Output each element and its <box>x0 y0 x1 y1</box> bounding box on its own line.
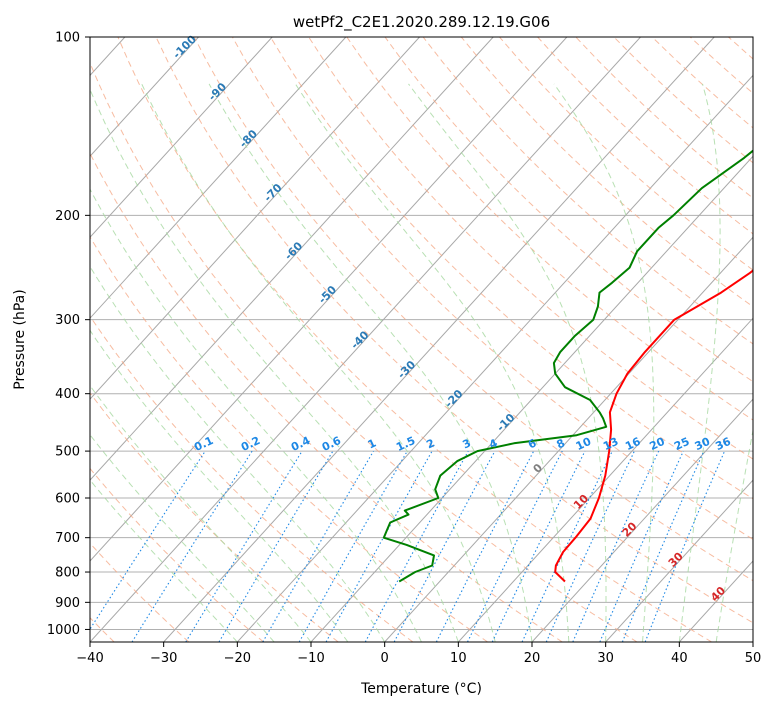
x-tick-label: 20 <box>524 651 541 666</box>
x-axis-label: Temperature (°C) <box>360 681 482 697</box>
y-tick-label: 800 <box>55 566 80 581</box>
y-tick-label: 600 <box>55 492 80 507</box>
x-tick-label: 40 <box>671 651 688 666</box>
y-tick-label: 500 <box>55 445 80 460</box>
y-tick-label: 300 <box>55 313 80 328</box>
y-tick-label: 200 <box>55 209 80 224</box>
x-tick-label: −10 <box>297 651 324 666</box>
chart-title: wetPf2_C2E1.2020.289.12.19.G06 <box>293 13 550 32</box>
x-tick-label: 30 <box>597 651 614 666</box>
x-tick-label: −20 <box>224 651 251 666</box>
y-tick-label: 700 <box>55 531 80 546</box>
x-tick-label: 0 <box>381 651 389 666</box>
x-tick-label: −30 <box>150 651 177 666</box>
x-tick-label: 10 <box>450 651 467 666</box>
x-tick-label: −40 <box>76 651 103 666</box>
y-tick-label: 900 <box>55 596 80 611</box>
y-tick-label: 1000 <box>47 623 80 638</box>
y-tick-label: 100 <box>55 31 80 46</box>
x-tick-label: 50 <box>745 651 762 666</box>
y-tick-label: 400 <box>55 387 80 402</box>
y-axis-label: Pressure (hPa) <box>12 289 28 389</box>
